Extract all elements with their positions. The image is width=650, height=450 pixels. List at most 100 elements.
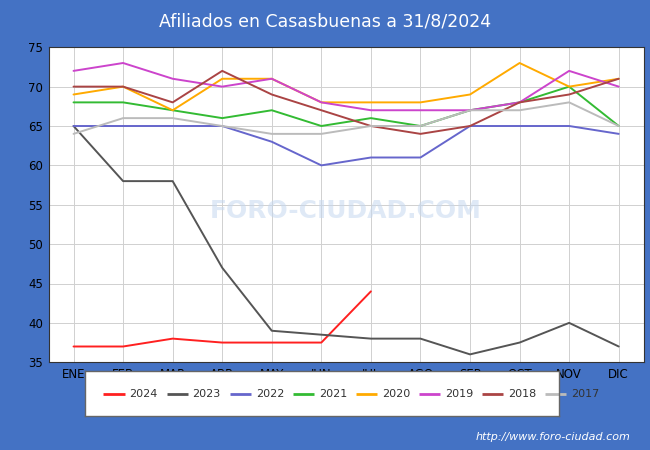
2023 [515, 340, 523, 345]
2022 [466, 123, 474, 129]
2024 [169, 336, 177, 341]
2018 [466, 123, 474, 129]
2019 [218, 84, 226, 89]
2018 [417, 131, 424, 137]
Line: 2017: 2017 [73, 103, 619, 134]
2019 [268, 76, 276, 81]
Text: 2023: 2023 [192, 389, 221, 399]
2022 [317, 163, 325, 168]
2021 [466, 108, 474, 113]
2022 [119, 123, 127, 129]
2018 [70, 84, 77, 89]
Line: 2021: 2021 [73, 86, 619, 126]
2021 [268, 108, 276, 113]
2017 [466, 108, 474, 113]
Line: 2022: 2022 [73, 126, 619, 166]
2023 [417, 336, 424, 341]
2021 [169, 108, 177, 113]
2021 [566, 84, 573, 89]
2022 [515, 123, 523, 129]
2021 [367, 115, 375, 121]
Text: 2020: 2020 [382, 389, 410, 399]
2022 [268, 139, 276, 144]
2021 [70, 100, 77, 105]
Text: Afiliados en Casasbuenas a 31/8/2024: Afiliados en Casasbuenas a 31/8/2024 [159, 12, 491, 31]
2023 [119, 178, 127, 184]
2023 [615, 344, 623, 349]
2017 [515, 108, 523, 113]
2023 [70, 123, 77, 129]
2022 [70, 123, 77, 129]
2018 [317, 108, 325, 113]
2024 [317, 340, 325, 345]
Text: 2022: 2022 [255, 389, 284, 399]
2019 [119, 60, 127, 66]
2019 [417, 108, 424, 113]
2018 [169, 100, 177, 105]
2022 [417, 155, 424, 160]
2017 [218, 123, 226, 129]
Text: 2021: 2021 [318, 389, 347, 399]
2021 [317, 123, 325, 129]
Line: 2020: 2020 [73, 63, 619, 110]
2018 [615, 76, 623, 81]
2020 [367, 100, 375, 105]
2020 [566, 84, 573, 89]
2024 [218, 340, 226, 345]
2017 [268, 131, 276, 137]
2018 [515, 100, 523, 105]
2017 [417, 123, 424, 129]
2021 [515, 100, 523, 105]
Text: FORO-CIUDAD.COM: FORO-CIUDAD.COM [210, 199, 482, 223]
2018 [367, 123, 375, 129]
2021 [615, 123, 623, 129]
2017 [317, 131, 325, 137]
2020 [417, 100, 424, 105]
Text: 2019: 2019 [445, 389, 473, 399]
Line: 2023: 2023 [73, 126, 619, 355]
2021 [119, 100, 127, 105]
2020 [169, 108, 177, 113]
2022 [169, 123, 177, 129]
2021 [218, 115, 226, 121]
2019 [515, 100, 523, 105]
Line: 2024: 2024 [73, 292, 371, 346]
2023 [317, 332, 325, 338]
2020 [615, 76, 623, 81]
Text: 2024: 2024 [129, 389, 158, 399]
Line: 2019: 2019 [73, 63, 619, 110]
2020 [466, 92, 474, 97]
2022 [218, 123, 226, 129]
2023 [268, 328, 276, 333]
2020 [268, 76, 276, 81]
Text: 2018: 2018 [508, 389, 536, 399]
Line: 2018: 2018 [73, 71, 619, 134]
2019 [466, 108, 474, 113]
2019 [615, 84, 623, 89]
2020 [119, 84, 127, 89]
2023 [218, 265, 226, 270]
Text: http://www.foro-ciudad.com: http://www.foro-ciudad.com [476, 432, 630, 442]
2017 [367, 123, 375, 129]
2019 [169, 76, 177, 81]
2023 [466, 352, 474, 357]
2017 [615, 123, 623, 129]
2019 [317, 100, 325, 105]
2018 [119, 84, 127, 89]
2023 [566, 320, 573, 326]
2024 [268, 340, 276, 345]
2019 [566, 68, 573, 73]
2018 [268, 92, 276, 97]
2017 [70, 131, 77, 137]
Text: 2017: 2017 [571, 389, 599, 399]
2020 [317, 100, 325, 105]
2023 [169, 178, 177, 184]
2018 [218, 68, 226, 73]
2024 [70, 344, 77, 349]
2022 [615, 131, 623, 137]
2022 [367, 155, 375, 160]
2018 [566, 92, 573, 97]
2020 [70, 92, 77, 97]
2017 [566, 100, 573, 105]
2019 [367, 108, 375, 113]
